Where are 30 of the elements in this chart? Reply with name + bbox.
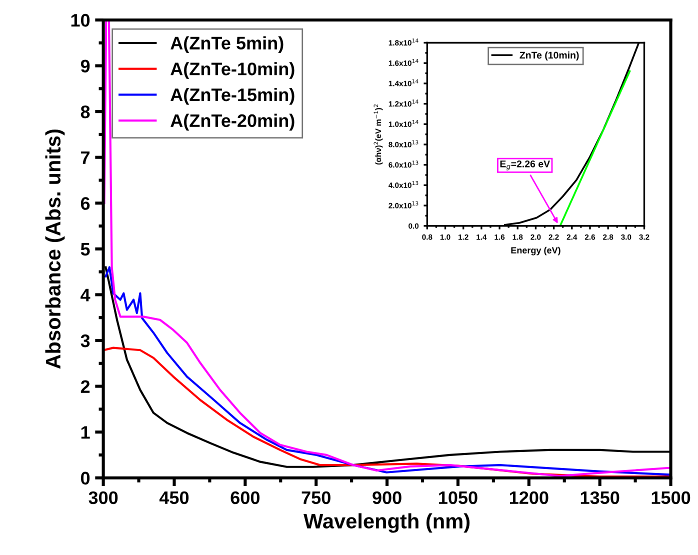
x-tick-label: 600	[230, 491, 260, 504]
x-tick-label: 900	[372, 491, 402, 504]
y-tick-label: 8	[80, 105, 90, 118]
legend-label: A(ZnTe-15min)	[170, 88, 294, 105]
y-tick-label: 9	[80, 60, 90, 72]
x-tick-label: 1050	[439, 491, 478, 504]
y-axis-title: Absorbance (Abs. units)	[45, 130, 65, 369]
legend-label: A(ZnTe 5min)	[170, 36, 284, 54]
annotation: E$_{g}$=2.26 eV	[500, 160, 550, 170]
y-tick-label: 6	[80, 197, 90, 210]
legend-label: A(ZnTe-20min)	[170, 114, 294, 131]
x-axis-title: Wavelength (nm)	[304, 513, 470, 533]
y-tick-label: 2	[80, 380, 90, 393]
y-tick-label: 5	[80, 243, 90, 256]
y-tick-label: 0	[80, 472, 90, 485]
x-tick-label: 450	[159, 491, 189, 504]
y-axis-title: (αhν)$^{2}$(eV m$^{−1}$)$^{2}$	[374, 104, 383, 165]
y-tick-label: 10	[71, 14, 90, 27]
y-tick-label: 1	[81, 426, 90, 439]
x-tick-label: 750	[302, 491, 330, 504]
x-tick-label: 1500	[652, 491, 690, 504]
x-tick-label: 1200	[510, 491, 548, 504]
legend-label: ZnTe (10min)	[520, 51, 579, 61]
x-tick-label: 300	[88, 491, 118, 504]
y-tick-label: 4	[80, 288, 90, 302]
x-tick-label: 1350	[580, 491, 620, 504]
y-tick-label: 7	[81, 151, 90, 164]
x-axis-title: Energy (eV)	[511, 246, 560, 256]
y-tick-label: 3	[80, 334, 90, 348]
legend-label: A(ZnTe-10min)	[170, 62, 294, 79]
